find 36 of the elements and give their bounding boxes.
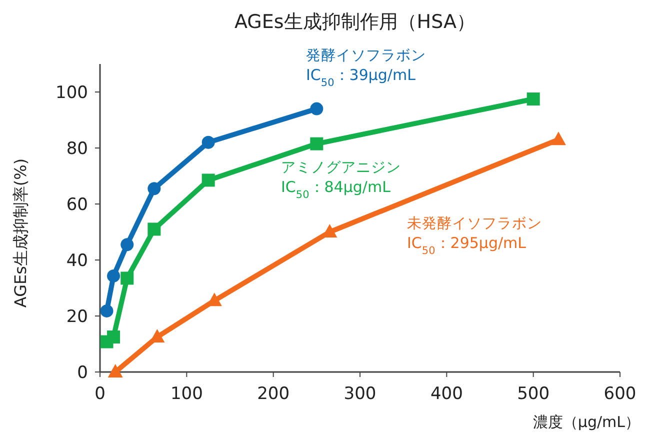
point [100, 304, 114, 318]
point [148, 182, 161, 196]
annotation: IC$_{50}$：295μg/mL [407, 234, 527, 257]
point [107, 269, 120, 282]
x-axis-title: 濃度（μg/mL） [532, 413, 640, 431]
series-label: アミノグアニジン [281, 160, 401, 176]
y-tick-label: 40 [66, 250, 88, 271]
y-tick-label: 60 [66, 194, 88, 215]
x-tick-label: 300 [344, 384, 376, 404]
point [120, 272, 134, 285]
y-tick-label: 20 [66, 306, 88, 327]
series-label: 未発酵イソフラボン [407, 215, 542, 232]
point [202, 174, 215, 187]
point [148, 222, 161, 236]
point [310, 137, 324, 150]
x-tick-label: 200 [257, 384, 290, 404]
y-tick-label: 80 [66, 138, 88, 159]
point [107, 330, 120, 344]
point [526, 92, 540, 106]
point [202, 136, 215, 149]
point [108, 364, 123, 378]
x-tick-label: 0 [94, 384, 106, 404]
point [550, 132, 566, 146]
y-tick-label: 0 [77, 362, 88, 383]
point [120, 238, 134, 252]
x-tick-label: 600 [604, 384, 636, 404]
y-tick-label: 100 [56, 82, 88, 103]
x-tick-label: 400 [430, 384, 463, 404]
y-axis-title: AGEs生成抑制率(%) [11, 158, 30, 308]
chart-title: AGEs生成抑制作用（HSA） [234, 11, 476, 33]
annotation: IC$_{50}$：84μg/mL [281, 178, 392, 201]
text: 発酵イソフラボン [306, 47, 426, 64]
point [310, 102, 324, 116]
x-tick-label: 100 [170, 384, 203, 404]
x-tick-label: 500 [517, 384, 550, 404]
annotation: IC$_{50}$：39μg/mL [306, 66, 416, 89]
